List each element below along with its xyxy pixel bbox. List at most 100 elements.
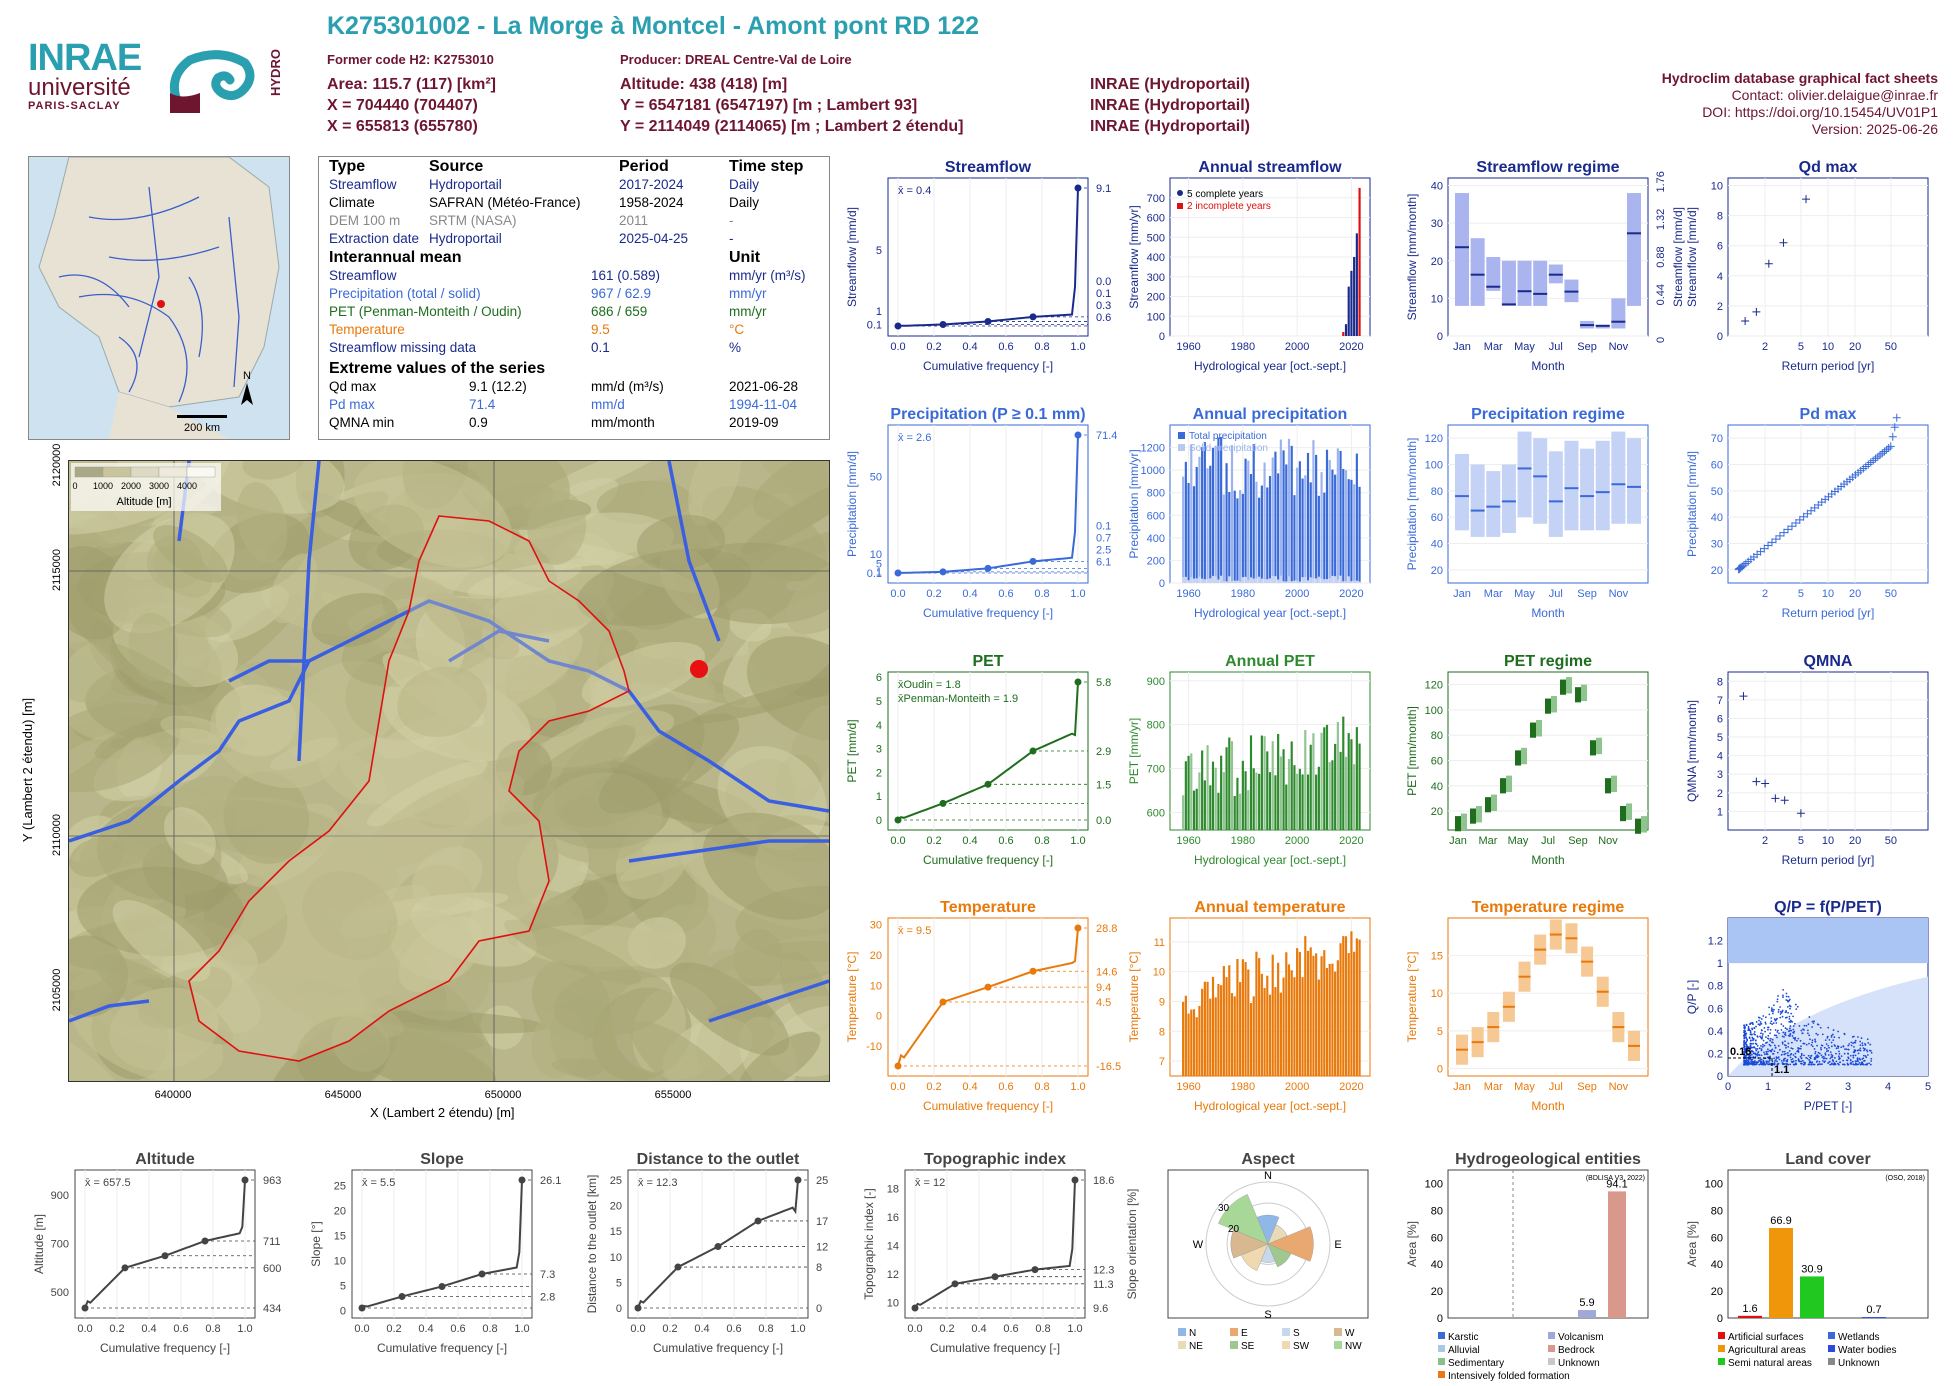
topographic-xtick: 0.0 [907, 1323, 922, 1335]
qp-point [1801, 1032, 1804, 1035]
qp-ytick: 0.4 [1708, 1026, 1723, 1038]
annual_temperature-bar [1244, 962, 1247, 1076]
precip_regime-xtick: Nov [1609, 588, 1629, 600]
qp-point [1777, 1062, 1780, 1065]
qp-point [1755, 1025, 1757, 1028]
qmna-xtick: 50 [1885, 835, 1897, 847]
qp-point [1811, 1020, 1814, 1023]
pd_max-xtick: 20 [1849, 588, 1861, 600]
qp-point [1792, 1060, 1795, 1063]
altitude-chart: Altitude Altitude [m] Cumulative frequency… [32, 1151, 281, 1355]
annual_precipitation-bar [1233, 490, 1236, 583]
qp-point [1764, 1030, 1767, 1033]
solid-precip-bar [1228, 576, 1231, 583]
qp-point [1795, 1008, 1798, 1011]
solid-precip-bar [1331, 575, 1334, 583]
qp-point [1748, 1053, 1750, 1056]
annual_temperature-bar [1274, 987, 1277, 1076]
qp-point [1807, 1054, 1810, 1057]
annual_precipitation-bar [1334, 474, 1337, 583]
qp-point [1799, 1039, 1802, 1042]
qp-point [1797, 1037, 1800, 1040]
qp-point [1749, 1045, 1752, 1048]
qp-point [1787, 1046, 1790, 1048]
aspect-legend-item: S [1293, 1328, 1300, 1339]
qp-point [1791, 1047, 1794, 1050]
qp-point [1777, 1029, 1779, 1032]
annual_pet-bar [1247, 790, 1250, 830]
contact[interactable]: Contact: olivier.delaigue@inrae.fr [1731, 87, 1938, 103]
qp-point [1773, 1034, 1776, 1037]
qp-point [1769, 1037, 1772, 1040]
temp_regime-ylabel: Temperature [°C] [1405, 952, 1419, 1043]
annual-streamflow-legend-1: 5 complete years [1187, 189, 1263, 200]
annual_pet-bar [1206, 745, 1209, 830]
qp-point [1865, 1049, 1868, 1052]
solid-precip-bar [1295, 580, 1299, 583]
annual_temperature-bar [1336, 960, 1339, 1076]
solid-precip-bar [1198, 576, 1201, 583]
doi[interactable]: DOI: https://doi.org/10.15454/UV01P1 [1702, 104, 1938, 120]
qp-point [1745, 1049, 1748, 1052]
solid-precip-bar [1342, 581, 1345, 583]
solid-precip-bar [1306, 580, 1310, 583]
qp-point [1814, 1038, 1816, 1041]
qp-point [1749, 1054, 1752, 1057]
source-row-type: Climate [329, 195, 375, 210]
distance-right-label: 8 [816, 1262, 822, 1274]
streamflow-xtick: 0.2 [926, 341, 941, 353]
solid-precip-bar [1304, 576, 1307, 583]
qp-point [1754, 1053, 1757, 1056]
hydrogeology-legend-item: Sedimentary [1448, 1358, 1504, 1369]
qp-point [1850, 1061, 1852, 1064]
mean-label: PET (Penman-Monteith / Oudin) [329, 304, 522, 319]
precipitation-ytick: 5 [876, 559, 882, 571]
qp-xtick: 1 [1765, 1081, 1771, 1093]
temp_regime-xtick: Jan [1453, 1081, 1471, 1093]
annual_streamflow-bar [1342, 332, 1345, 336]
qp-point [1772, 1010, 1774, 1013]
qp-point [1791, 1061, 1794, 1064]
aspect-dir-n: N [1264, 1170, 1272, 1182]
qp-point [1776, 1000, 1779, 1003]
pet-regime-bar [1545, 698, 1551, 714]
qp-point [1756, 1036, 1759, 1038]
slope-ytick: 25 [334, 1181, 346, 1193]
qp-point [1800, 1054, 1803, 1057]
aspect-ylabel: Slope orientation [%] [1125, 1189, 1139, 1300]
qp-point [1816, 1023, 1819, 1026]
producer: Producer: DREAL Centre-Val de Loire [620, 52, 852, 67]
slope-point [358, 1304, 366, 1312]
annual_temperature-ytick: 10 [1153, 967, 1165, 979]
solid-precip-bar [1195, 578, 1198, 583]
qp-point [1845, 1048, 1848, 1051]
solid-precip-bar [1339, 575, 1342, 583]
qp-point [1783, 1053, 1786, 1056]
qp-point [1763, 1053, 1766, 1056]
mean-unit: mm/yr [729, 286, 767, 301]
annual_temperature-bar [1236, 958, 1239, 1076]
extreme-label: Pd max [329, 397, 375, 412]
landcover-note: (OSO, 2018) [1885, 1175, 1925, 1182]
annual_precipitation-bar [1268, 475, 1272, 583]
aspect-ring-20: 20 [1228, 1224, 1240, 1235]
pd_max-point [1739, 561, 1748, 570]
solid-precip-bar [1238, 581, 1242, 583]
annual_precipitation-xlabel: Hydrological year [oct.-sept.] [1194, 606, 1346, 620]
annual_temperature-bar [1339, 943, 1342, 1076]
altitude-xlabel: Cumulative frequency [-] [100, 1341, 230, 1355]
solid-precip-bar [1355, 580, 1359, 583]
annual_pet-bar [1306, 774, 1310, 830]
qp-point [1827, 1044, 1830, 1047]
annual-streamflow-legend-2: 2 incomplete years [1187, 201, 1271, 212]
qp-point [1766, 1026, 1769, 1029]
aspect-ring-30: 30 [1218, 1203, 1230, 1214]
annual_precipitation-bar [1211, 447, 1215, 583]
distance-point [794, 1176, 802, 1184]
altitude-point [201, 1237, 209, 1245]
qmna-ytick: 2 [1717, 788, 1723, 800]
qp-point [1829, 1057, 1832, 1060]
annual_precipitation-bar [1315, 454, 1318, 583]
annual_precipitation-bar [1255, 481, 1258, 583]
solid-precip-bar [1203, 579, 1207, 583]
